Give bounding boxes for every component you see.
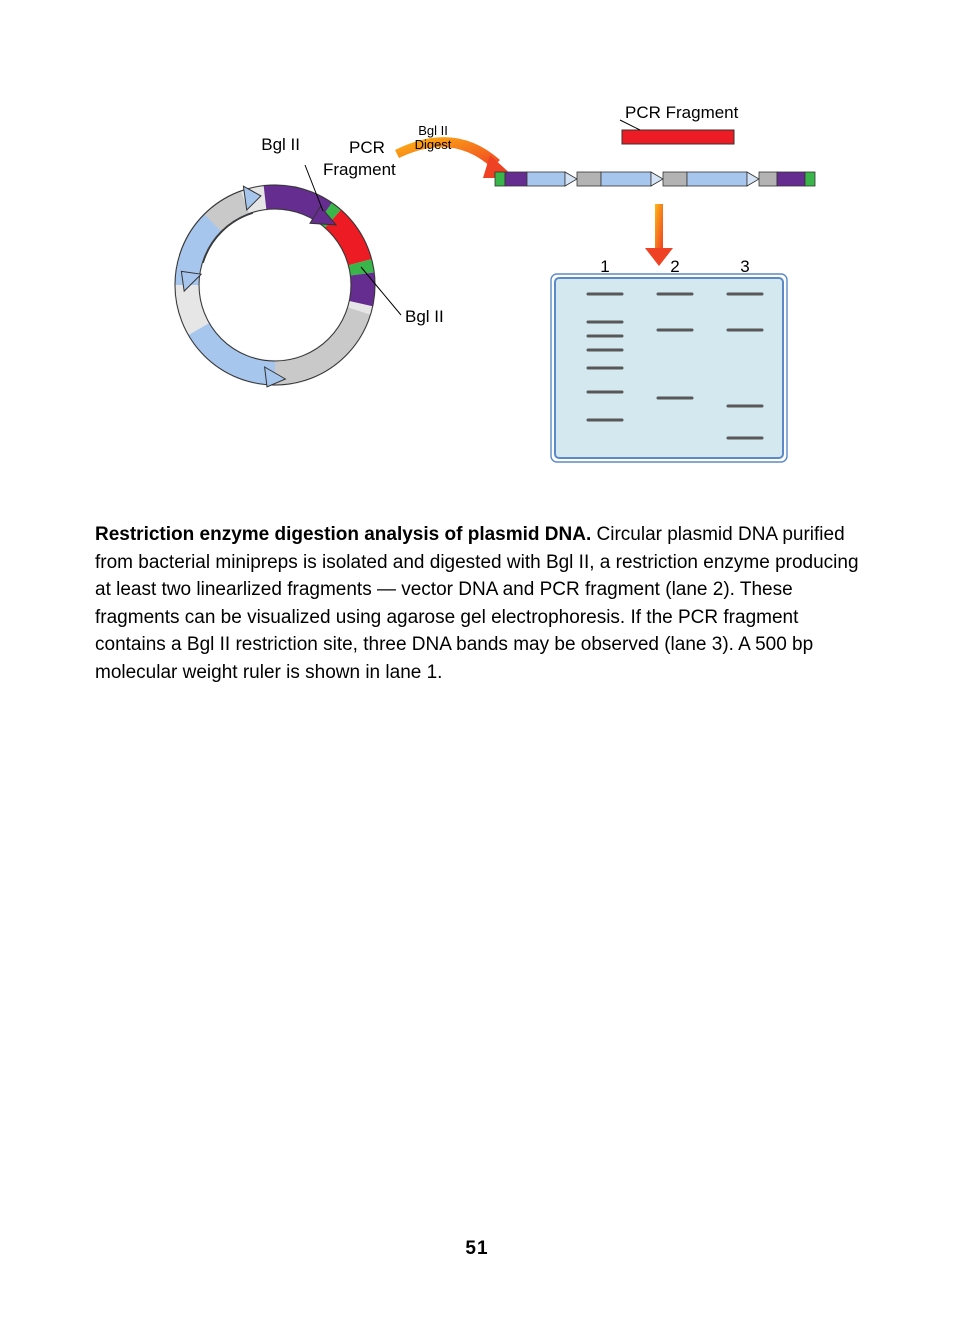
lane-label-1: 1 [600, 257, 609, 276]
lane-label-2: 2 [670, 257, 679, 276]
lane-label-3: 3 [740, 257, 749, 276]
digest-label-1: Bgl II [418, 123, 448, 138]
segment-gray-2 [213, 202, 245, 223]
caption-rest: Circular plasmid DNA purified from bacte… [95, 524, 859, 683]
segment-lightest-3 [359, 304, 361, 311]
page-number: 51 [0, 1238, 954, 1260]
label-bgl-top: Bgl II [261, 135, 300, 154]
linear-fragments: PCR Fragment [495, 103, 815, 266]
label-bgl-right: Bgl II [405, 307, 444, 326]
label-pcr-2: Fragment [323, 160, 396, 179]
segment-purple-top [265, 197, 325, 213]
segment-lightest-1 [187, 285, 199, 329]
digest-label-2: Digest [415, 137, 452, 152]
down-arrow [645, 204, 673, 266]
page: Bgl II PCR Fragment Bgl II Bgl II Digest [0, 0, 954, 1336]
gel-diagram: 1 2 3 [551, 257, 787, 462]
plasmid-diagram [173, 165, 401, 393]
pcr-fragment-bar [622, 130, 734, 144]
caption-bold: Restriction enzyme digestion analysis of… [95, 524, 591, 545]
figure-restriction-digest: Bgl II PCR Fragment Bgl II Bgl II Digest [95, 100, 855, 470]
pcr-fragment-label: PCR Fragment [625, 103, 739, 122]
figure-caption: Restriction enzyme digestion analysis of… [95, 521, 865, 686]
segment-purple-right [361, 274, 363, 304]
label-pcr-1: PCR [349, 138, 385, 157]
